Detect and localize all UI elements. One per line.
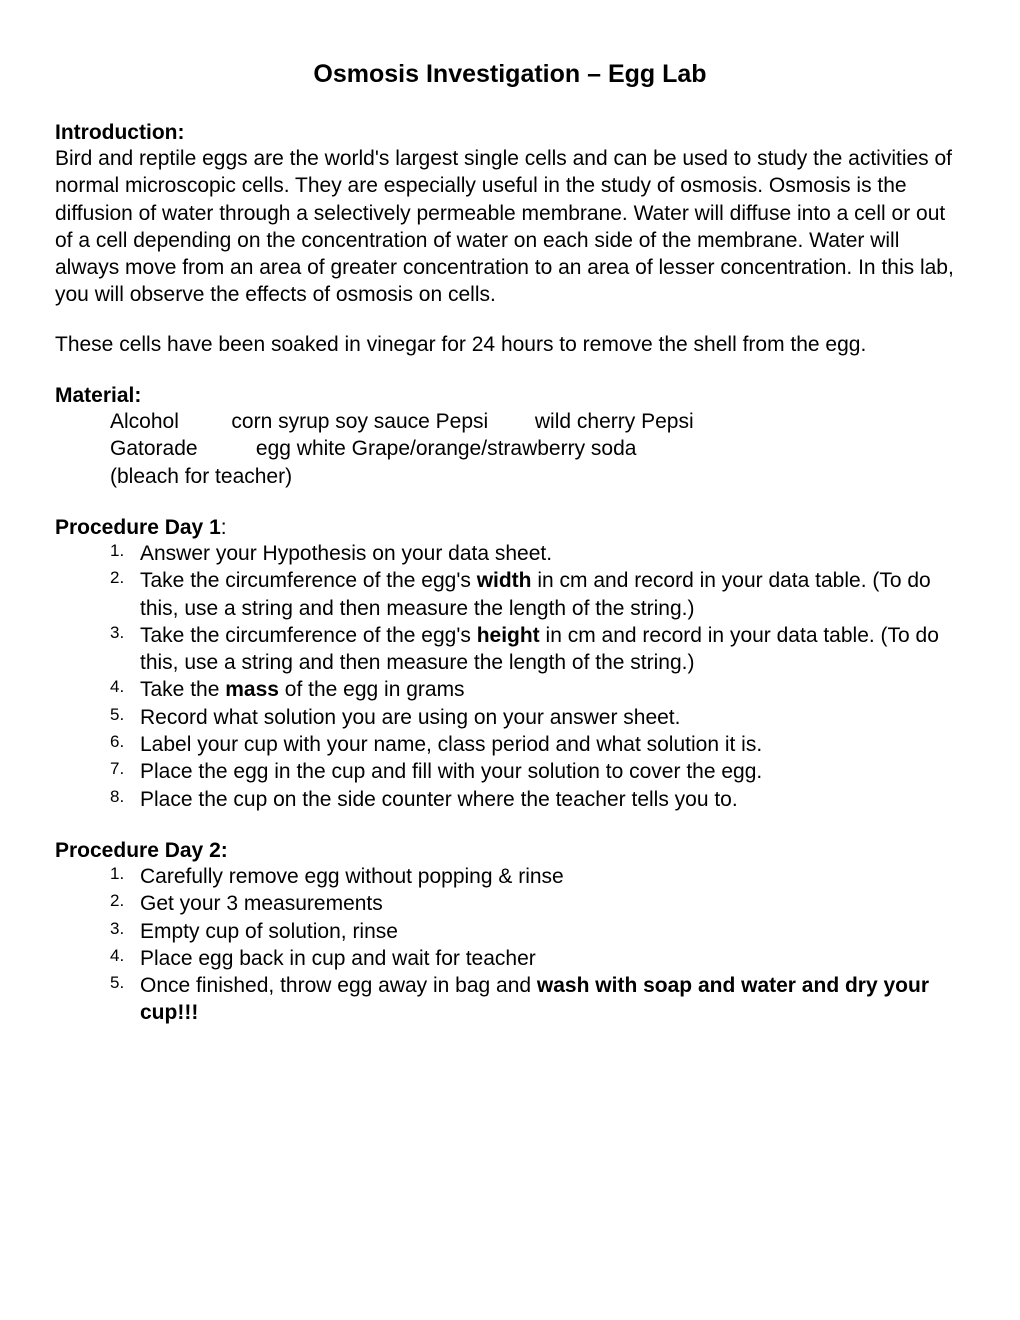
intro-paragraph-1: Bird and reptile eggs are the world's la… bbox=[55, 145, 965, 309]
procedure-day2-heading: Procedure Day 2: bbox=[55, 839, 965, 863]
list-item: Answer your Hypothesis on your data shee… bbox=[110, 540, 965, 567]
materials-line-1: Alcohol corn syrup soy sauce Pepsi wild … bbox=[55, 408, 965, 435]
intro-paragraph-2: These cells have been soaked in vinegar … bbox=[55, 331, 965, 358]
intro-heading: Introduction: bbox=[55, 121, 965, 145]
material-item: Alcohol bbox=[110, 410, 179, 433]
material-item: egg white Grape/orange/strawberry soda bbox=[256, 437, 637, 460]
procedure-day2-section: Procedure Day 2: Carefully remove egg wi… bbox=[55, 839, 965, 1027]
list-item: Place egg back in cup and wait for teach… bbox=[110, 945, 965, 972]
list-item: Label your cup with your name, class per… bbox=[110, 731, 965, 758]
list-item: Take the mass of the egg in grams bbox=[110, 676, 965, 703]
procedure-day1-heading-text: Procedure Day 1 bbox=[55, 516, 221, 539]
procedure-day1-list: Answer your Hypothesis on your data shee… bbox=[55, 540, 965, 813]
list-item: Take the circumference of the egg's heig… bbox=[110, 622, 965, 677]
list-item: Place the egg in the cup and fill with y… bbox=[110, 758, 965, 785]
list-item: Once finished, throw egg away in bag and… bbox=[110, 972, 965, 1027]
material-item: Gatorade bbox=[110, 437, 198, 460]
materials-heading: Material: bbox=[55, 384, 965, 408]
list-item: Take the circumference of the egg's widt… bbox=[110, 567, 965, 622]
material-item: corn syrup soy sauce Pepsi bbox=[231, 410, 488, 433]
introduction-section: Introduction: Bird and reptile eggs are … bbox=[55, 121, 965, 358]
list-item: Place the cup on the side counter where … bbox=[110, 786, 965, 813]
list-item: Empty cup of solution, rinse bbox=[110, 918, 965, 945]
list-item: Carefully remove egg without popping & r… bbox=[110, 863, 965, 890]
procedure-day1-section: Procedure Day 1: Answer your Hypothesis … bbox=[55, 516, 965, 813]
list-item: Get your 3 measurements bbox=[110, 890, 965, 917]
list-item: Record what solution you are using on yo… bbox=[110, 704, 965, 731]
procedure-day2-list: Carefully remove egg without popping & r… bbox=[55, 863, 965, 1027]
document-title: Osmosis Investigation – Egg Lab bbox=[55, 60, 965, 89]
materials-line-2: Gatorade egg white Grape/orange/strawber… bbox=[55, 435, 965, 462]
materials-line-3: (bleach for teacher) bbox=[55, 463, 965, 490]
material-item: wild cherry Pepsi bbox=[535, 410, 694, 433]
procedure-day1-heading: Procedure Day 1: bbox=[55, 516, 965, 540]
materials-section: Material: Alcohol corn syrup soy sauce P… bbox=[55, 384, 965, 490]
